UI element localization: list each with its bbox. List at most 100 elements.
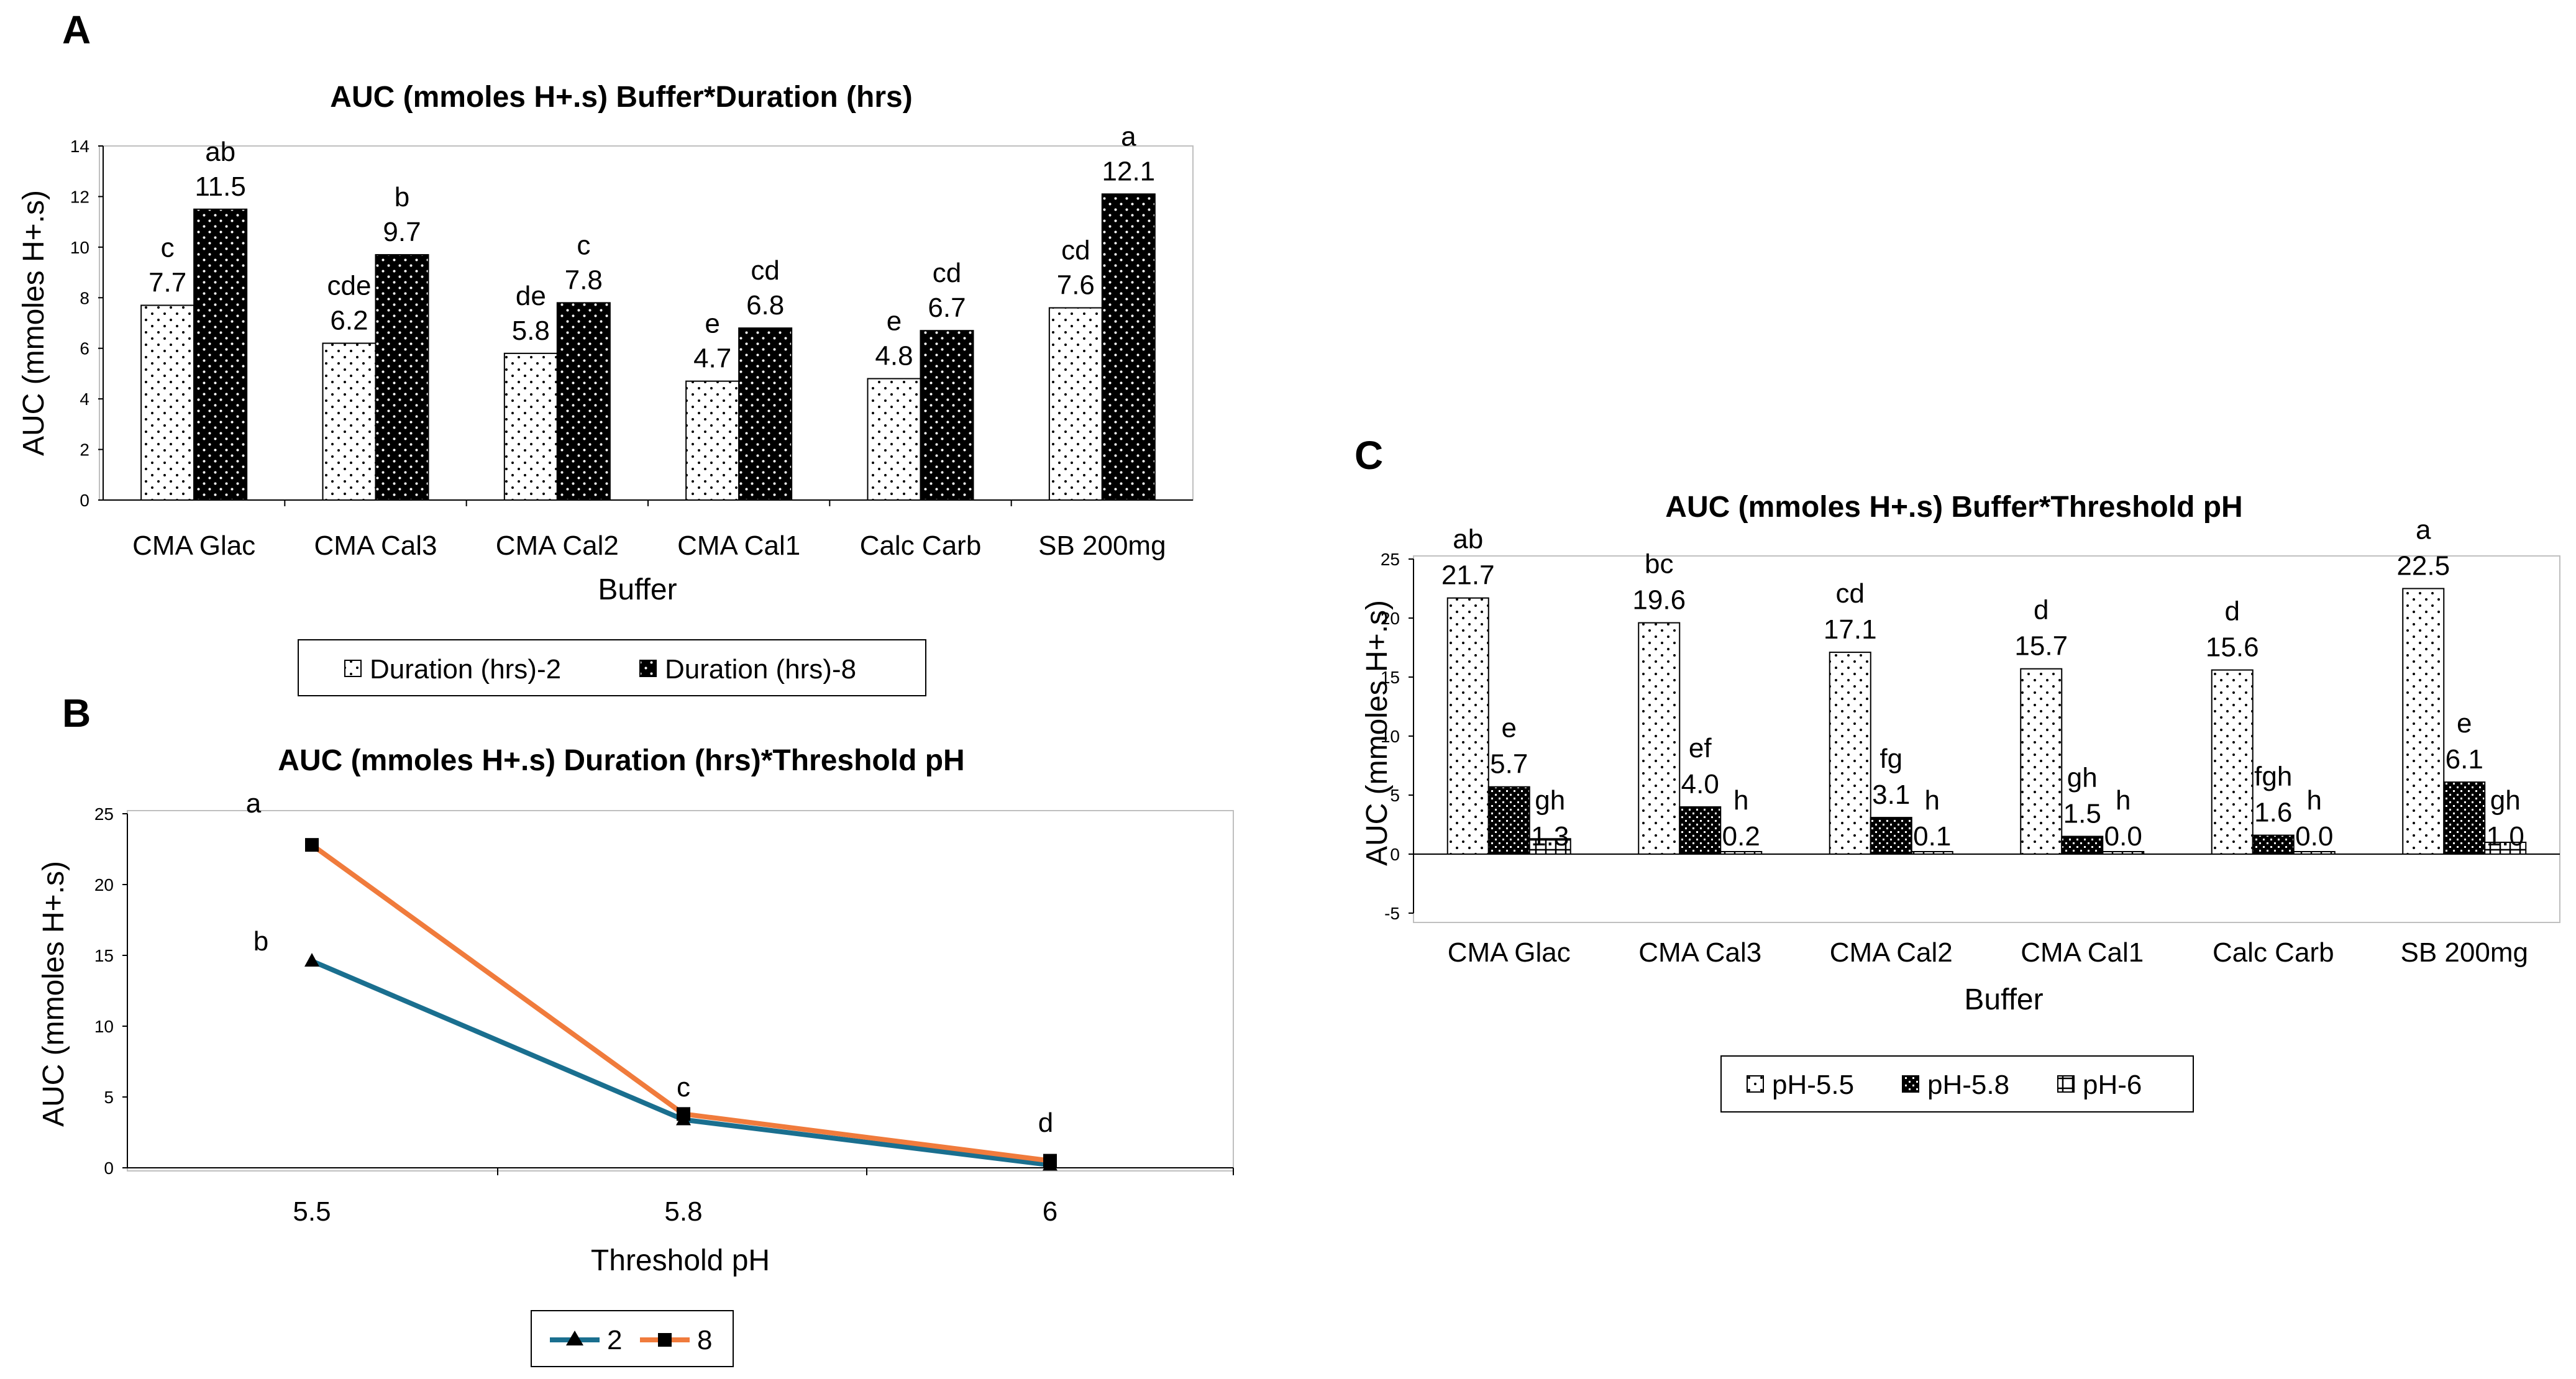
- chart-b-category-label: 6: [1043, 1196, 1057, 1227]
- chart-a-value-label: 4.7: [693, 344, 731, 374]
- chart-a-category-label: SB 200mg: [1038, 530, 1166, 561]
- chart-c-value-label: 19.6: [1632, 585, 1686, 616]
- chart-a-ytick-label: 0: [80, 491, 89, 510]
- chart-a-bar: [556, 302, 611, 501]
- chart-a-bar: [140, 304, 195, 501]
- chart-a-legend-frame: [298, 639, 926, 696]
- chart-b-legend-marker-2h: [566, 1331, 583, 1345]
- chart-a-value-label: 7.7: [148, 268, 186, 298]
- chart-b: AUC (mmoles H+.s) Duration (hrs)*Thresho…: [37, 744, 1234, 1367]
- chart-c-value-label: 5.7: [1490, 749, 1528, 780]
- chart-c-value-label: 1.5: [2063, 799, 2101, 829]
- chart-a-plot-frame: [99, 145, 1194, 501]
- chart-a-ytick-label: 14: [70, 137, 89, 156]
- chart-b-category-label: 5.8: [664, 1196, 702, 1227]
- chart-b-annotation-b: b: [253, 926, 268, 957]
- chart-c-ytick-label: 20: [1381, 609, 1400, 628]
- chart-c: AUC (mmoles H+.s) Buffer*Threshold pH -5…: [1361, 491, 2560, 1113]
- chart-a-ytick-label: 2: [80, 440, 89, 460]
- chart-a-significance-letter: b: [395, 182, 409, 212]
- chart-c-ytick-label: 15: [1381, 668, 1400, 687]
- chart-b-category-label: 5.5: [293, 1196, 331, 1227]
- chart-c-significance-letter: ef: [1689, 733, 1712, 763]
- chart-c-legend: pH-5.5 pH-5.8 pH-6: [1720, 1055, 2194, 1113]
- chart-a-legend-label-2h: Duration (hrs)-2: [370, 654, 561, 685]
- chart-c-significance-letter: d: [2034, 595, 2048, 626]
- chart-c-bar: [1446, 597, 1489, 855]
- chart-c-legend-swatch-ph55: [1747, 1075, 1764, 1093]
- chart-c-bar: [2252, 834, 2295, 855]
- chart-b-annotation-a: a: [246, 788, 262, 819]
- chart-b-legend-marker-8h: [658, 1333, 672, 1347]
- chart-c-category-label: CMA Cal1: [2021, 937, 2144, 968]
- chart-a-bar: [920, 330, 974, 501]
- chart-b-legend-label-2h: 2: [607, 1325, 622, 1355]
- chart-a-legend: Duration (hrs)-2 Duration (hrs)-8: [298, 639, 926, 696]
- chart-b-ytick-label: 15: [94, 946, 114, 965]
- chart-c-bar: [1870, 817, 1912, 855]
- chart-b-ytick-label: 10: [94, 1017, 114, 1036]
- chart-a-category-label: CMA Cal3: [314, 530, 437, 561]
- chart-c-legend-swatch-ph58: [1902, 1075, 1919, 1093]
- chart-c-category-label: CMA Cal2: [1830, 937, 1953, 968]
- chart-c-ytick-label: -5: [1384, 904, 1400, 923]
- chart-c-value-label: 15.6: [2206, 632, 2259, 663]
- chart-a-ytick-label: 6: [80, 339, 89, 358]
- chart-a-significance-letter: a: [1121, 121, 1136, 152]
- chart-c-value-label: 15.7: [2014, 631, 2068, 662]
- chart-a-significance-letter: de: [516, 281, 546, 311]
- chart-b-ytick-label: 25: [94, 804, 114, 824]
- chart-c-title: AUC (mmoles H+.s) Buffer*Threshold pH: [1665, 491, 2242, 524]
- chart-a-significance-letter: c: [161, 233, 175, 263]
- chart-a: AUC (mmoles H+.s) Buffer*Duration (hrs) …: [17, 81, 1194, 696]
- chart-c-significance-letter: h: [2116, 785, 2131, 816]
- chart-c-value-label: 1.3: [1531, 821, 1569, 852]
- chart-a-bar: [503, 352, 558, 501]
- chart-c-ytick-label: 10: [1381, 727, 1400, 746]
- chart-a-value-label: 5.8: [512, 316, 550, 346]
- chart-c-legend-label-ph58: pH-5.8: [1927, 1070, 2009, 1100]
- chart-c-significance-letter: d: [2225, 596, 2240, 627]
- chart-c-value-label: 6.1: [2446, 744, 2483, 775]
- chart-c-bar: [1720, 851, 1763, 855]
- chart-c-bar: [2061, 835, 2104, 855]
- chart-c-x-title: Buffer: [1964, 983, 2043, 1016]
- chart-c-bar: [1911, 851, 1953, 855]
- chart-a-category-label: Calc Carb: [860, 530, 982, 561]
- chart-a-bar: [1048, 307, 1103, 501]
- chart-a-ytick-label: 10: [70, 238, 89, 257]
- chart-a-significance-letter: c: [577, 230, 590, 260]
- chart-a-value-label: 11.5: [194, 171, 245, 202]
- chart-c-value-label: 1.0: [2487, 821, 2524, 852]
- chart-c-y-title: AUC (mmoles H+.s): [1361, 600, 1394, 866]
- chart-b-annotation-d: d: [1038, 1108, 1053, 1138]
- chart-c-significance-letter: h: [2307, 785, 2322, 816]
- chart-c-value-label: 3.1: [1872, 780, 1910, 810]
- chart-a-value-label: 7.8: [565, 265, 603, 295]
- chart-c-ytick-label: 5: [1390, 786, 1400, 805]
- chart-a-ytick-label: 12: [70, 187, 89, 206]
- chart-c-value-label: 0.0: [2295, 821, 2333, 852]
- chart-c-value-label: 22.5: [2396, 551, 2450, 581]
- chart-c-category-label: SB 200mg: [2401, 937, 2528, 968]
- chart-c-legend-label-ph6: pH-6: [2083, 1070, 2142, 1100]
- chart-a-value-label: 6.8: [746, 290, 784, 321]
- chart-b-marker-8h: [1043, 1154, 1057, 1168]
- panel-label-b: B: [62, 691, 91, 735]
- chart-a-legend-swatch-8h: [639, 660, 657, 677]
- chart-b-series-line: [311, 958, 1051, 1168]
- chart-c-bar: [2102, 851, 2145, 855]
- chart-c-plot-frame: [1413, 555, 2560, 923]
- chart-b-marker-8h: [305, 838, 319, 852]
- chart-a-significance-letter: cd: [751, 255, 779, 286]
- chart-a-x-title: Buffer: [598, 573, 677, 606]
- chart-a-ytick-label: 8: [80, 288, 89, 307]
- chart-a-bar: [867, 378, 921, 501]
- chart-c-bar: [1638, 622, 1681, 855]
- chart-a-bar: [375, 254, 429, 501]
- chart-c-bar: [1528, 838, 1571, 855]
- chart-a-category-label: CMA Cal2: [496, 530, 619, 561]
- chart-c-significance-letter: gh: [2490, 785, 2521, 816]
- chart-c-bar: [2402, 588, 2445, 855]
